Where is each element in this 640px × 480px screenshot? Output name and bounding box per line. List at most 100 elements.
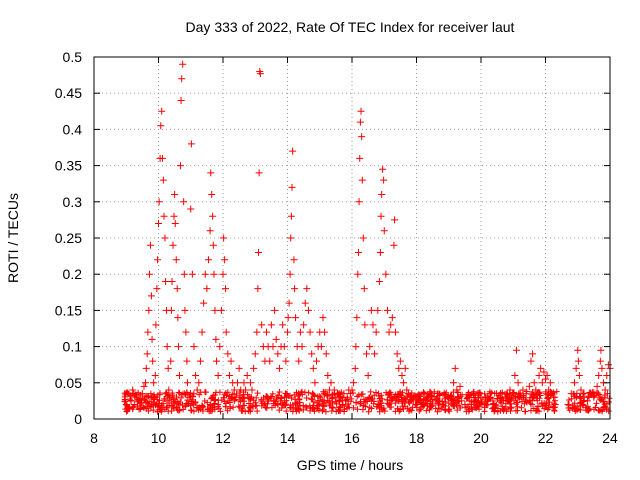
data-point bbox=[295, 357, 303, 365]
data-point bbox=[150, 379, 158, 387]
data-point bbox=[303, 285, 311, 293]
data-point bbox=[203, 285, 211, 293]
band-point bbox=[406, 400, 413, 407]
data-point bbox=[537, 364, 545, 372]
band-point bbox=[268, 393, 275, 400]
data-point bbox=[343, 393, 351, 401]
data-point bbox=[158, 154, 166, 162]
data-point bbox=[287, 234, 295, 242]
data-point bbox=[135, 395, 143, 403]
band-point bbox=[262, 400, 269, 407]
band-point bbox=[534, 390, 541, 397]
data-point bbox=[595, 372, 603, 380]
data-point bbox=[296, 328, 304, 336]
band-point bbox=[399, 389, 406, 396]
band-point bbox=[466, 393, 473, 400]
data-point bbox=[271, 306, 279, 314]
data-point bbox=[253, 328, 261, 336]
x-axis-ticks: 8 10 12 14 16 18 20 22 24 bbox=[90, 57, 618, 446]
band-point bbox=[136, 406, 143, 413]
data-point bbox=[180, 270, 188, 278]
data-point bbox=[258, 321, 266, 329]
data-point bbox=[183, 357, 191, 365]
data-point bbox=[272, 335, 280, 343]
data-point bbox=[319, 314, 327, 322]
band-point bbox=[427, 404, 434, 411]
data-point bbox=[256, 70, 264, 78]
data-point bbox=[284, 328, 291, 336]
data-point bbox=[461, 401, 469, 409]
data-point bbox=[512, 346, 520, 354]
data-point bbox=[288, 183, 296, 191]
data-point bbox=[137, 399, 145, 407]
band-point bbox=[360, 402, 367, 409]
data-point bbox=[490, 401, 498, 409]
band-point bbox=[527, 400, 534, 407]
data-point bbox=[174, 314, 182, 322]
band-point bbox=[431, 388, 438, 395]
band-point bbox=[199, 402, 206, 409]
band-point bbox=[204, 406, 211, 413]
data-point bbox=[564, 401, 572, 409]
data-point bbox=[346, 390, 354, 398]
band-point bbox=[511, 397, 518, 404]
data-point bbox=[356, 154, 364, 162]
band-point bbox=[510, 389, 517, 396]
data-point bbox=[180, 198, 188, 206]
band-point bbox=[295, 405, 302, 412]
data-point bbox=[122, 401, 130, 409]
data-point bbox=[214, 372, 222, 380]
band-point bbox=[454, 399, 461, 406]
band-point bbox=[376, 395, 383, 402]
band-point bbox=[310, 398, 317, 405]
band-point bbox=[354, 406, 361, 413]
band-point bbox=[388, 397, 395, 404]
data-point bbox=[509, 390, 517, 398]
data-point bbox=[413, 401, 420, 409]
data-point bbox=[385, 328, 393, 336]
data-point bbox=[206, 227, 214, 235]
data-point bbox=[171, 220, 179, 228]
data-point bbox=[597, 346, 605, 354]
band-point bbox=[280, 402, 287, 409]
data-point bbox=[166, 393, 174, 401]
data-point bbox=[471, 397, 479, 405]
band-point bbox=[421, 402, 428, 409]
band-point bbox=[315, 407, 322, 414]
band-point bbox=[281, 393, 288, 400]
band-point bbox=[600, 404, 607, 411]
band-point bbox=[310, 391, 317, 398]
data-point bbox=[142, 364, 150, 372]
band-point bbox=[247, 408, 254, 415]
band-point bbox=[565, 402, 572, 409]
data-point bbox=[149, 357, 157, 365]
data-point bbox=[363, 350, 371, 358]
band-point bbox=[209, 404, 216, 411]
data-point bbox=[519, 386, 527, 394]
band-point bbox=[156, 391, 163, 398]
band-point bbox=[210, 392, 217, 399]
band-point bbox=[204, 399, 211, 406]
band-point bbox=[385, 391, 392, 398]
data-point bbox=[480, 401, 488, 409]
data-point bbox=[321, 328, 329, 336]
data-point bbox=[174, 343, 182, 351]
data-point bbox=[181, 306, 189, 314]
data-point bbox=[358, 176, 366, 184]
band-point bbox=[278, 405, 285, 412]
data-point bbox=[208, 191, 216, 199]
band-point bbox=[444, 394, 451, 401]
band-point bbox=[215, 397, 222, 404]
y-axis-label: ROTI / TECUs bbox=[5, 193, 21, 283]
y-tick-label: 0.2 bbox=[63, 266, 83, 282]
data-point bbox=[292, 314, 300, 322]
data-point bbox=[161, 234, 169, 242]
data-point bbox=[322, 350, 330, 358]
band-point bbox=[217, 408, 224, 415]
data-point bbox=[162, 277, 170, 285]
data-point bbox=[361, 321, 369, 329]
data-point bbox=[269, 343, 277, 351]
data-point bbox=[134, 402, 142, 410]
band-point bbox=[423, 407, 430, 414]
y-tick-label: 0.3 bbox=[63, 194, 83, 210]
